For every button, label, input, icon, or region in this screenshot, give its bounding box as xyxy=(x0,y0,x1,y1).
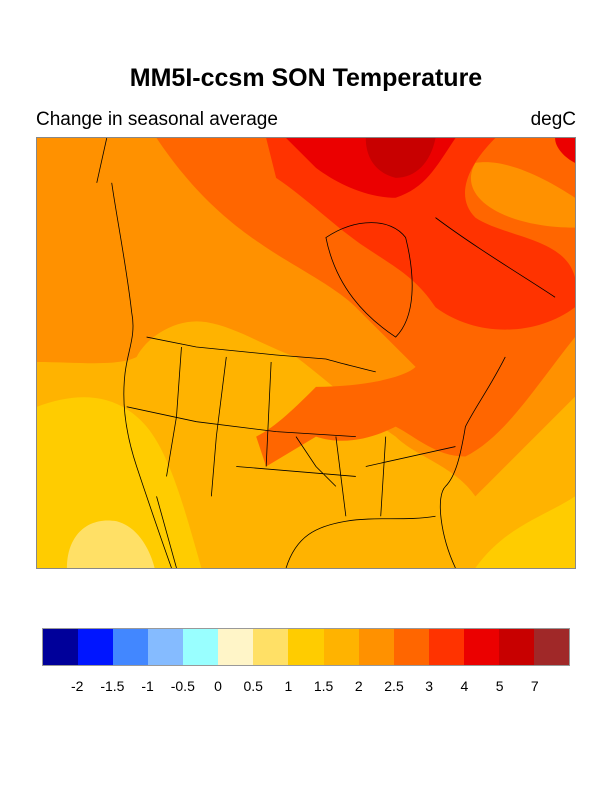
colorbar-swatch xyxy=(533,629,569,665)
colorbar-tick-label: 0 xyxy=(214,678,222,694)
field-1.5-2-east xyxy=(475,496,575,568)
us-state-lines xyxy=(126,346,456,517)
field-4-5-ne xyxy=(555,138,575,163)
gulf-coast xyxy=(285,515,436,568)
coastlines-and-borders xyxy=(96,138,556,568)
colorbar-tick-label: 5 xyxy=(495,678,504,694)
colorbar-tick-label: 7 xyxy=(530,678,539,694)
colorbar-swatch xyxy=(498,629,534,665)
subtitle-left: Change in seasonal average xyxy=(36,109,278,130)
colorbar-swatch xyxy=(113,629,149,665)
colorbar-swatch xyxy=(183,629,219,665)
plot-title: MM5I-ccsm SON Temperature xyxy=(129,64,483,92)
colorbar-tick-label: 1 xyxy=(284,678,293,694)
hudson-bay xyxy=(325,222,413,338)
field-7-plus xyxy=(365,138,436,178)
field-4-5 xyxy=(266,138,575,330)
colorbar xyxy=(42,628,570,666)
colorbar-swatch xyxy=(393,629,429,665)
us-canada-border xyxy=(146,336,376,373)
colorbar-tick-label: 4 xyxy=(460,678,469,694)
labrador-coast xyxy=(435,217,556,298)
colorbar-swatch xyxy=(323,629,359,665)
units-label: degC xyxy=(530,109,576,130)
colorbar-tick-label: 3 xyxy=(425,678,434,694)
colorbar-tick-label: 2.5 xyxy=(384,678,404,694)
colorbar-tick-label: -1 xyxy=(141,678,154,694)
colorbar-swatch xyxy=(463,629,499,665)
colorbar-tick-label: -0.5 xyxy=(170,678,195,694)
colorbar-swatch xyxy=(288,629,324,665)
field-1.5-2 xyxy=(37,397,202,568)
colorbar-tick-label: 0.5 xyxy=(243,678,263,694)
colorbar-tick-label: -2 xyxy=(70,678,84,694)
colorbar-swatch xyxy=(428,629,464,665)
colorbar-swatch xyxy=(43,629,79,665)
colorbar-swatch xyxy=(358,629,394,665)
colorbar-swatch xyxy=(78,629,114,665)
colorbar-swatch xyxy=(148,629,184,665)
temperature-map xyxy=(36,137,576,569)
colorbar-swatch xyxy=(218,629,254,665)
alaska-border xyxy=(96,138,108,183)
colorbar-tick-label: 2 xyxy=(354,678,363,694)
baja xyxy=(156,496,177,568)
colorbar-swatch xyxy=(253,629,289,665)
colorbar-tick-label: 1.5 xyxy=(313,678,334,694)
colorbar-tick-label: -1.5 xyxy=(100,678,125,694)
pacific-coast xyxy=(111,182,172,568)
field-1-1.5 xyxy=(66,520,155,568)
east-coast xyxy=(439,356,506,568)
